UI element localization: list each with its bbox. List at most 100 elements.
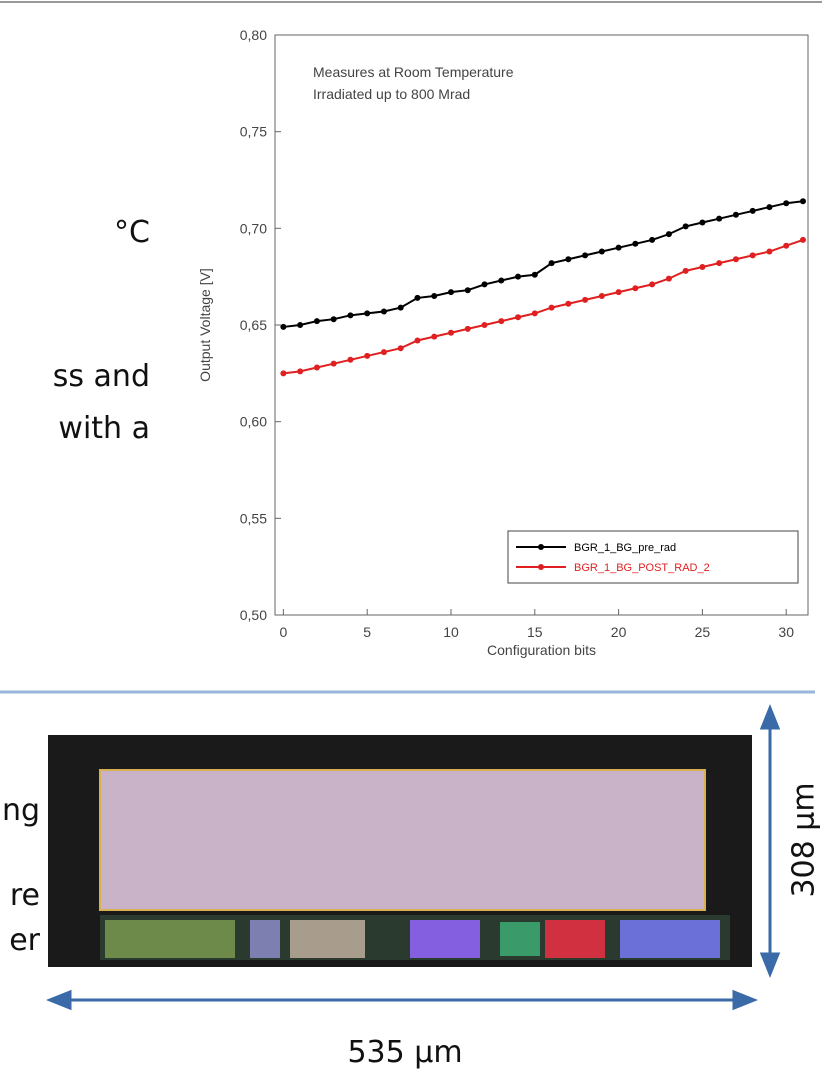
point [716, 260, 722, 266]
point [750, 252, 756, 258]
point [632, 285, 638, 291]
point [465, 326, 471, 332]
point [331, 316, 337, 322]
point [616, 245, 622, 251]
point [783, 243, 789, 249]
point [398, 345, 404, 351]
page: °C ss and with a ng re er 308 µm 535 µm … [0, 0, 822, 1090]
point [482, 322, 488, 328]
point [699, 264, 705, 270]
legend-label: BGR_1_BG_pre_rad [574, 542, 676, 554]
point [364, 310, 370, 316]
x-tick-label: 5 [363, 624, 371, 640]
point [431, 334, 437, 340]
point [599, 249, 605, 255]
point [414, 337, 420, 343]
text-fragment: with a [58, 411, 150, 446]
point [448, 330, 454, 336]
chip-layout [48, 735, 752, 967]
point [331, 361, 337, 367]
text-fragment: er [9, 923, 40, 958]
point [482, 281, 488, 287]
point [549, 305, 555, 311]
point [800, 198, 806, 204]
point [381, 349, 387, 355]
point [498, 318, 504, 324]
point [716, 216, 722, 222]
y-tick-label: 0,75 [240, 124, 267, 140]
text-fragment: °C [114, 215, 150, 250]
point [515, 314, 521, 320]
point [280, 370, 286, 376]
point [683, 223, 689, 229]
point [515, 274, 521, 280]
point [532, 272, 538, 278]
slide: °C ss and with a ng re er 308 µm 535 µm … [0, 0, 822, 1090]
y-tick-label: 0,60 [240, 414, 267, 430]
point [297, 368, 303, 374]
point [347, 312, 353, 318]
plot-frame [275, 35, 808, 615]
point [398, 305, 404, 311]
point [532, 310, 538, 316]
point [431, 293, 437, 299]
point [616, 289, 622, 295]
annotation: Irradiated up to 800 Mrad [313, 86, 470, 102]
point [649, 281, 655, 287]
legend-marker [538, 564, 544, 570]
point [800, 237, 806, 243]
point [582, 297, 588, 303]
point [314, 365, 320, 371]
x-tick-label: 20 [611, 624, 627, 640]
series-line [283, 201, 803, 327]
point [683, 268, 689, 274]
point [649, 237, 655, 243]
legend-label: BGR_1_BG_POST_RAD_2 [574, 562, 710, 574]
point [280, 324, 286, 330]
point [733, 212, 739, 218]
point [632, 241, 638, 247]
x-tick-label: 25 [695, 624, 711, 640]
legend-box [508, 531, 798, 583]
height-label: 308 µm [787, 782, 822, 897]
y-tick-label: 0,55 [240, 510, 267, 526]
x-tick-label: 15 [527, 624, 543, 640]
point [297, 322, 303, 328]
point [666, 231, 672, 237]
point [766, 249, 772, 255]
text-fragment: re [10, 878, 40, 913]
annotation: Measures at Room Temperature [313, 64, 514, 80]
point [364, 353, 370, 359]
y-axis-label: Output Voltage [V] [197, 268, 213, 382]
point [448, 289, 454, 295]
point [347, 357, 353, 363]
point [549, 260, 555, 266]
point [498, 278, 504, 284]
point [750, 208, 756, 214]
point [314, 318, 320, 324]
point [582, 252, 588, 258]
point [699, 220, 705, 226]
x-tick-label: 0 [279, 624, 287, 640]
text-fragment: ss and [53, 359, 150, 394]
y-tick-label: 0,50 [240, 607, 267, 623]
y-tick-label: 0,65 [240, 317, 267, 333]
text-fragment: ng [2, 793, 40, 828]
point [414, 295, 420, 301]
width-label: 535 µm [347, 1035, 462, 1070]
point [783, 200, 789, 206]
point [666, 276, 672, 282]
point [733, 256, 739, 262]
point [565, 301, 571, 307]
x-axis-label: Configuration bits [487, 642, 596, 658]
legend-marker [538, 544, 544, 550]
x-tick-label: 30 [778, 624, 794, 640]
x-tick-label: 10 [443, 624, 459, 640]
point [381, 308, 387, 314]
point [565, 256, 571, 262]
point [465, 287, 471, 293]
series-line [283, 240, 803, 373]
point [766, 204, 772, 210]
y-tick-label: 0,70 [240, 220, 267, 236]
y-tick-label: 0,80 [240, 27, 267, 43]
